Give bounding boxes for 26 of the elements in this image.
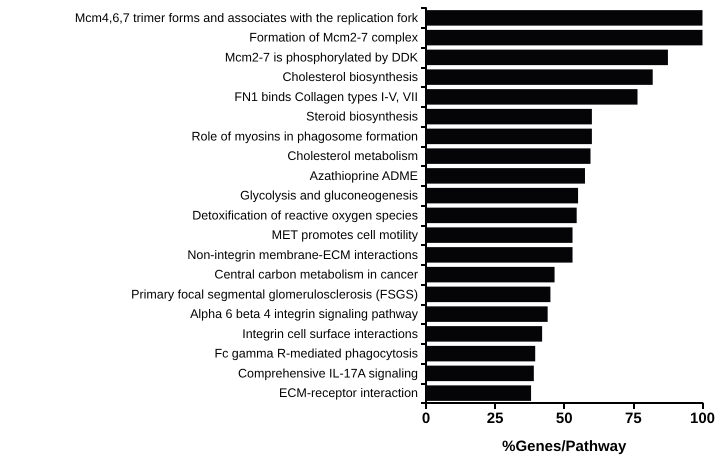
y-tick-label: Cholesterol biosynthesis	[282, 70, 418, 84]
y-tick-label: Mcm4,6,7 trimer forms and associates with the replication fork	[74, 10, 419, 25]
y-tick-label: Alpha 6 beta 4 integrin signaling pathway	[190, 307, 419, 322]
x-tick-label: 75	[625, 410, 642, 427]
x-tick-label: 25	[486, 410, 504, 427]
y-tick-label: Steroid biosynthesis	[306, 110, 418, 124]
y-tick-label: ECM-receptor interaction	[279, 386, 418, 400]
y-tick-label: Central carbon metabolism in cancer	[214, 268, 418, 282]
y-tick-label: Comprehensive IL-17A signaling	[238, 366, 418, 380]
y-tick-label: Role of myosins in phagosome formation	[191, 129, 418, 144]
y-tick-label: Detoxification of reactive oxygen species	[192, 208, 418, 222]
y-tick-label: Cholesterol metabolism	[287, 149, 418, 164]
y-tick-label: Non-integrin membrane-ECM interactions	[187, 248, 418, 262]
y-tick-label: Primary focal segmental glomerulosclerosis (FSGS)	[131, 287, 418, 302]
y-tick-label: Integrin cell surface interactions	[242, 326, 418, 341]
y-tick-label: Glycolysis and gluconeogenesis	[240, 188, 418, 203]
y-tick-label: Fc gamma R-mediated phagocytosis	[214, 346, 418, 361]
y-tick-label: Azathioprine ADME	[310, 168, 418, 183]
x-tick-label: 100	[690, 410, 715, 427]
x-axis-title: %Genes/Pathway	[502, 438, 628, 455]
y-tick-label: MET promotes cell motility	[272, 228, 419, 242]
y-tick-label: FN1 binds Collagen types I-V, VII	[234, 90, 418, 104]
x-tick-label: 0	[422, 410, 430, 427]
x-tick-label: 50	[556, 410, 573, 427]
y-tick-label: Formation of Mcm2-7 complex	[249, 30, 419, 45]
y-tick-label: Mcm2-7 is phosphorylated by DDK	[224, 50, 419, 64]
